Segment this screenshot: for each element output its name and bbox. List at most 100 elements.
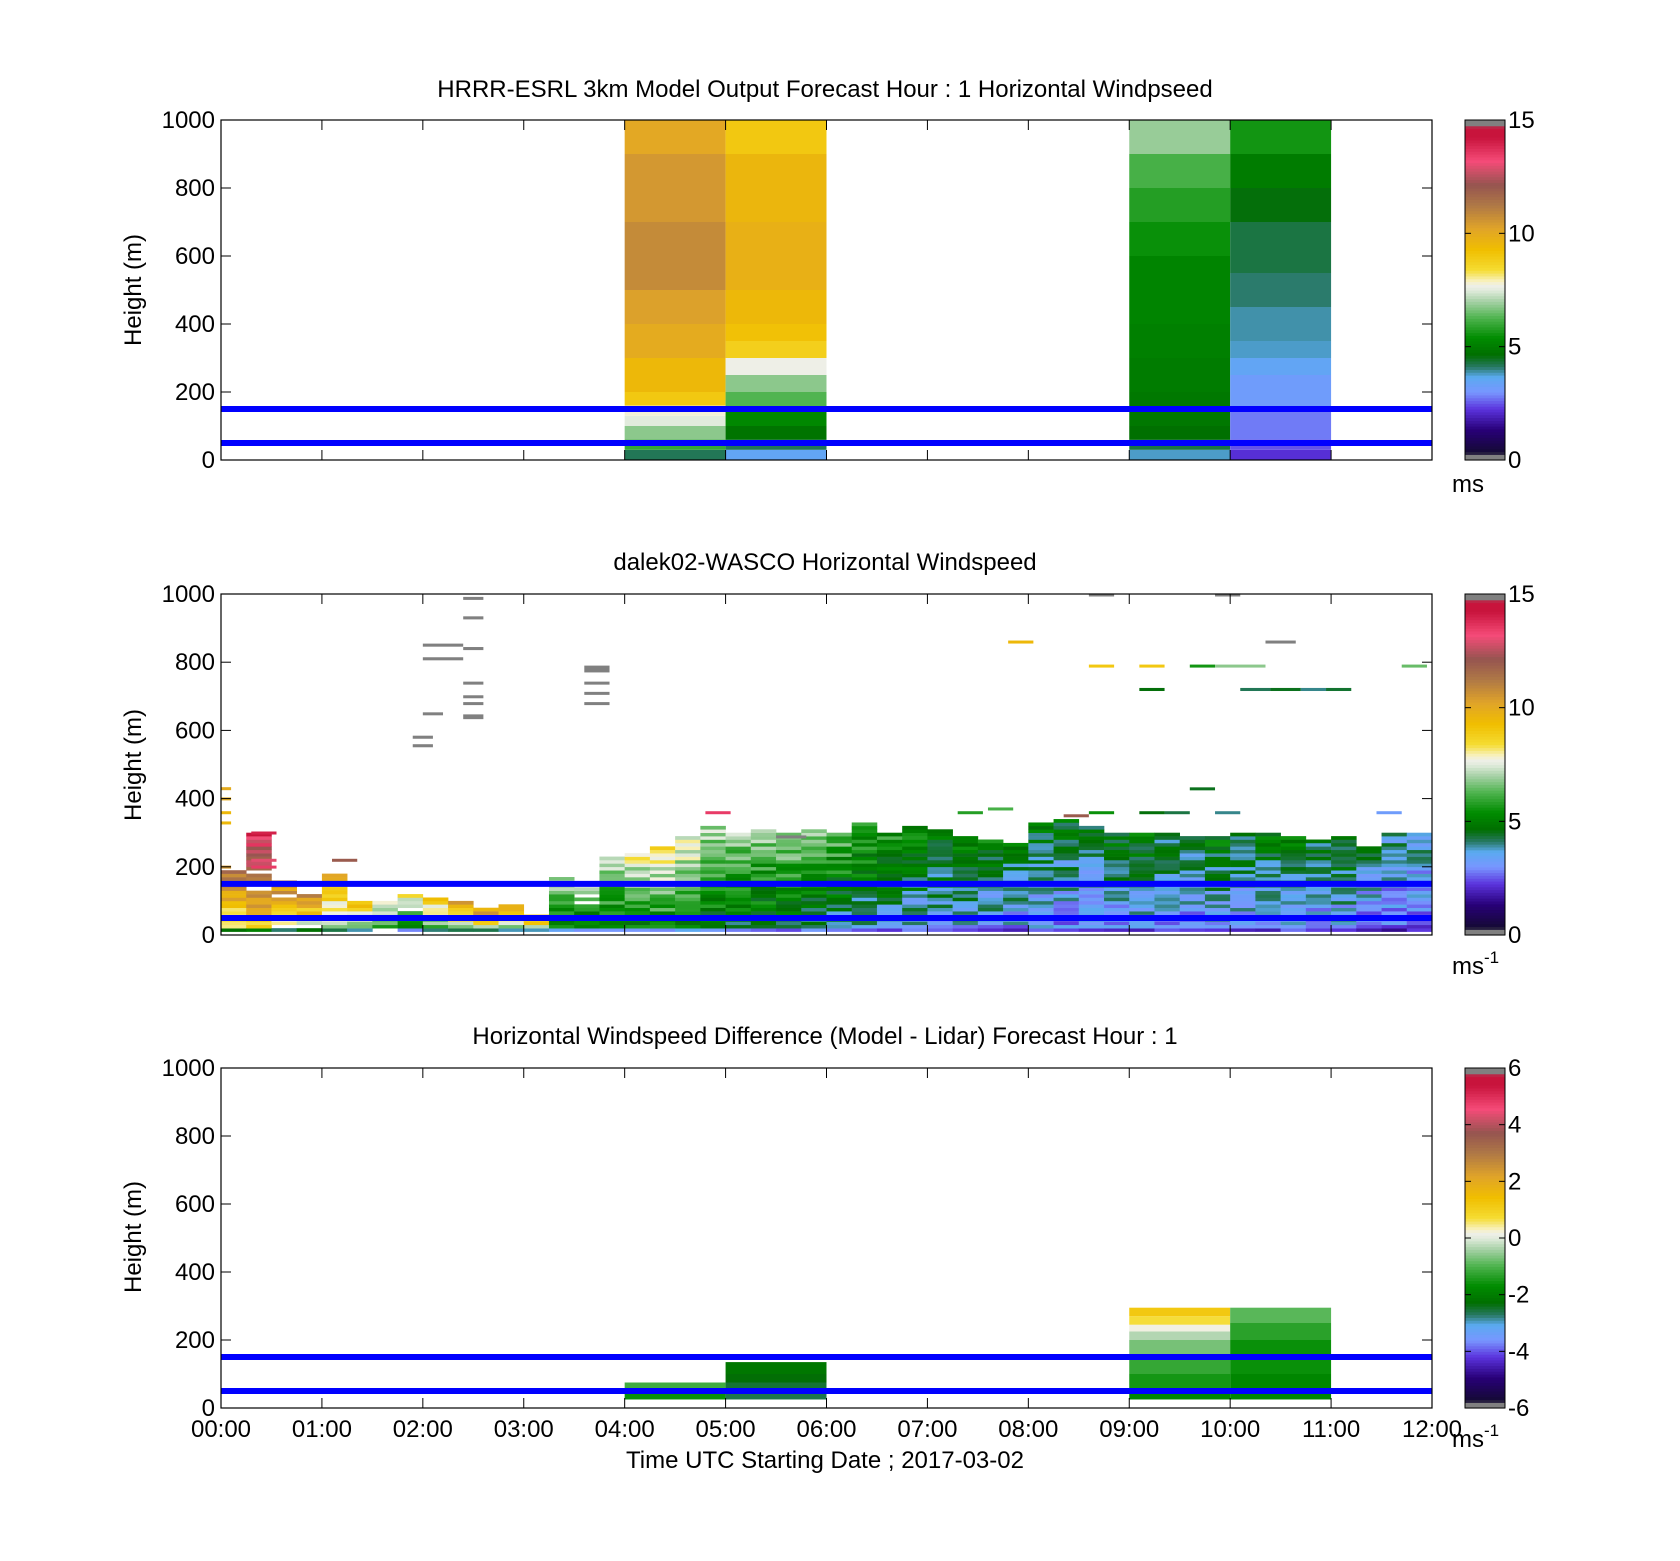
data-cell: [927, 832, 953, 837]
data-cell: [977, 859, 1004, 864]
colorbar-cell: [1465, 134, 1505, 138]
colorbar-cell: [1465, 906, 1505, 911]
data-cell: [296, 907, 323, 912]
data-cell: [1406, 877, 1433, 881]
data-cell: [1230, 449, 1332, 460]
data-cell: [599, 921, 625, 926]
data-cell: [271, 928, 297, 932]
data-cell: [1381, 866, 1408, 871]
colorbar-cell: [1465, 380, 1505, 385]
data-cell: [902, 904, 928, 909]
data-cell: [902, 866, 928, 871]
colorbar-cell: [1465, 1359, 1505, 1364]
data-cell: [851, 849, 878, 854]
panel-title: dalek02-WASCO Horizontal Windspeed: [613, 549, 1036, 576]
data-cell: [1129, 188, 1231, 222]
colorbar-label: ms-1: [1452, 1421, 1499, 1453]
data-cell: [1255, 866, 1281, 871]
data-cell: [851, 863, 878, 868]
colorbar-cell: [1465, 1127, 1505, 1131]
data-cell: [725, 866, 752, 871]
data-cell: [221, 873, 247, 878]
data-cell: [1381, 877, 1408, 881]
data-cell: [952, 877, 979, 881]
data-cell: [649, 873, 676, 878]
colorbar-cell: [1465, 1354, 1505, 1358]
data-cell: [750, 866, 777, 871]
colorbar-tick-label: 0: [1508, 922, 1521, 949]
data-cell: [902, 907, 928, 912]
data-cell: [1406, 907, 1433, 912]
colorbar-cell: [1465, 358, 1505, 362]
data-cell: [1381, 859, 1408, 864]
data-cell: [1280, 846, 1307, 851]
data-cell: [1230, 863, 1256, 868]
data-cell: [725, 842, 752, 847]
colorbar-cell: [1465, 148, 1505, 152]
data-cell: [1003, 921, 1029, 926]
colorbar-cell: [1465, 312, 1505, 317]
data-cell: [1305, 907, 1332, 912]
data-cell: [1280, 907, 1307, 912]
colorbar-cell: [1465, 409, 1505, 413]
data-cell: [1104, 911, 1130, 915]
colorbar-cell: [1465, 457, 1505, 461]
data-cell: [1078, 924, 1105, 929]
data-cell: [1028, 921, 1054, 926]
colorbar-cell: [1465, 1371, 1505, 1375]
data-cell: [1129, 870, 1155, 874]
data-cell: [1255, 904, 1281, 909]
x-tick-label: 08:00: [998, 1416, 1058, 1443]
colorbar-cell: [1465, 1209, 1505, 1214]
data-cell: [725, 449, 827, 460]
data-cell: [1406, 832, 1433, 837]
data-cell: [1230, 846, 1256, 851]
data-cell: [1104, 836, 1130, 840]
colorbar-cell: [1465, 1212, 1505, 1216]
data-cell: [1028, 836, 1054, 840]
data-cell: [675, 849, 701, 854]
colorbar-cell: [1465, 281, 1505, 285]
data-cell: [725, 856, 752, 861]
data-cell: [649, 887, 676, 891]
data-cell: [498, 928, 525, 932]
data-cell: [826, 873, 853, 878]
colorbar-cell: [1465, 241, 1505, 246]
colorbar-cell: [1465, 1266, 1505, 1270]
data-cell: [1230, 273, 1332, 307]
data-cell: [1154, 911, 1181, 915]
colorbar-cell: [1465, 1388, 1505, 1392]
data-cell: [548, 921, 575, 926]
y-tick-label: 600: [175, 243, 215, 270]
colorbar-cell: [1465, 190, 1505, 195]
colorbar-cell: [1465, 829, 1505, 834]
colorbar-cell: [1465, 145, 1505, 149]
colorbar-cell: [1465, 898, 1505, 902]
data-cell: [1129, 900, 1155, 905]
data-cell: [952, 873, 979, 878]
data-cell: [397, 900, 424, 905]
data-cell: [473, 907, 499, 912]
colorbar-cell: [1465, 653, 1505, 658]
data-cell: [321, 911, 348, 915]
data-cell: [246, 873, 272, 878]
data-cell: [952, 836, 979, 840]
data-cell: [1154, 904, 1181, 909]
data-cell: [876, 866, 903, 871]
data-cell: [1003, 863, 1029, 868]
data-cell: [1356, 870, 1382, 874]
colorbar-cell: [1465, 324, 1505, 328]
colorbar-cell: [1465, 1204, 1505, 1208]
data-cell: [1003, 904, 1029, 909]
data-cell: [1331, 921, 1357, 926]
data-cell: [927, 863, 953, 868]
colorbar-cell: [1465, 236, 1505, 240]
data-cell: [725, 873, 752, 878]
data-cell: [1053, 900, 1080, 905]
data-cell: [1381, 836, 1408, 840]
colorbar-cell: [1465, 1317, 1505, 1321]
colorbar-cell: [1465, 1153, 1505, 1157]
colorbar-cell: [1465, 1340, 1505, 1344]
data-cell: [296, 921, 323, 926]
